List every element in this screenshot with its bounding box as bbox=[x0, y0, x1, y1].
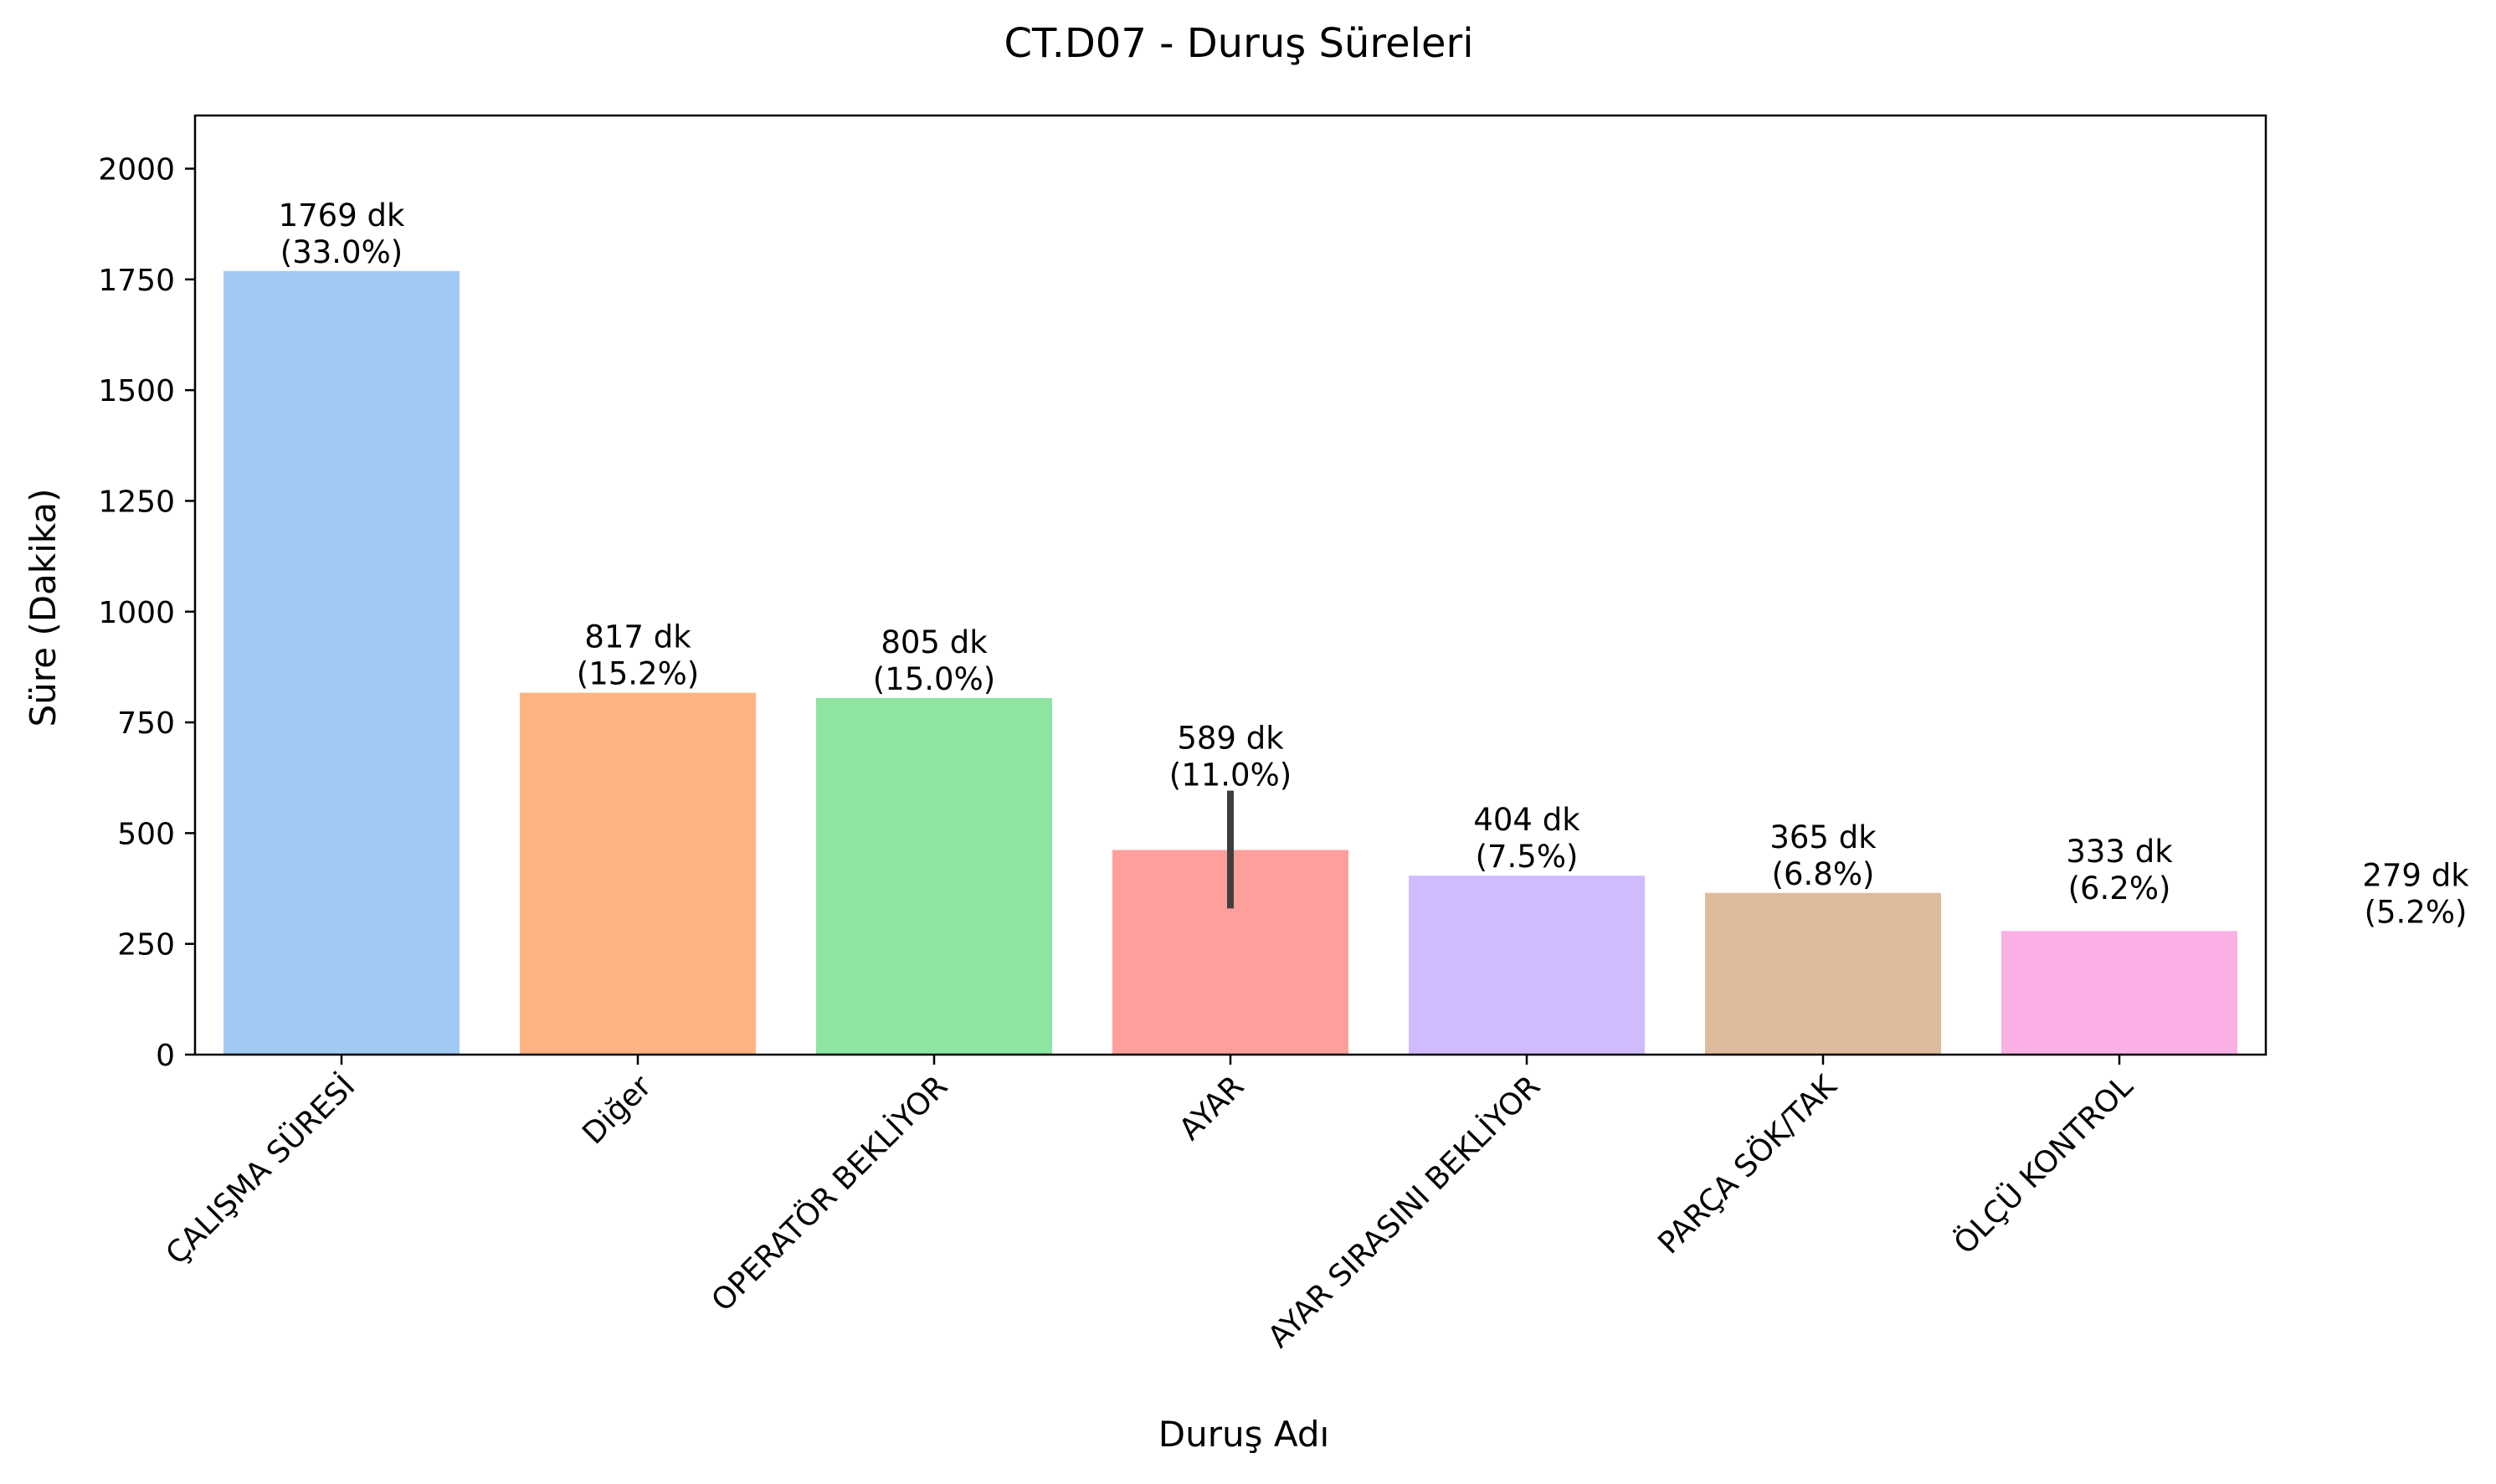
y-tick-label-1: 250 bbox=[117, 928, 175, 963]
y-tick-label-0: 0 bbox=[156, 1039, 175, 1073]
y-tick-label-2: 500 bbox=[117, 817, 175, 851]
annotation-value-2: 805 dk bbox=[881, 624, 988, 660]
annotation-value-5: 365 dk bbox=[1769, 819, 1877, 855]
annotation-percent-4: (7.5%) bbox=[1476, 839, 1579, 875]
bar-2 bbox=[816, 697, 1052, 1055]
annotation-percent-5: (6.8%) bbox=[1772, 856, 1875, 892]
y-axis-label: Süre (Dakika) bbox=[23, 489, 64, 727]
x-tick-label-6: ÖLÇÜ KONTROL bbox=[1947, 1069, 2139, 1261]
annotation-value-7: 279 dk bbox=[2362, 857, 2469, 893]
x-tick-label-3: AYAR bbox=[1173, 1069, 1251, 1147]
y-tick-label-5: 1250 bbox=[98, 485, 175, 519]
x-tick-label-0: ÇALIŞMA SÜRESİ bbox=[159, 1069, 362, 1271]
x-tick-label-2: OPERATÖR BEKLİYOR bbox=[705, 1069, 954, 1318]
annotation-value-3: 589 dk bbox=[1177, 720, 1284, 756]
y-tick-label-8: 2000 bbox=[98, 153, 175, 187]
bar-4 bbox=[1409, 876, 1645, 1055]
x-axis-label: Duruş Adı bbox=[1158, 1414, 1329, 1455]
annotation-percent-6: (6.2%) bbox=[2068, 870, 2171, 906]
bar-0 bbox=[223, 270, 460, 1055]
annotation-percent-0: (33.0%) bbox=[280, 234, 403, 270]
annotation-percent-7: (5.2%) bbox=[2365, 894, 2468, 930]
annotation-percent-1: (15.2%) bbox=[577, 656, 699, 692]
y-tick-label-6: 1500 bbox=[98, 374, 175, 408]
chart-title: CT.D07 - Duruş Süreleri bbox=[1004, 20, 1473, 67]
annotation-value-4: 404 dk bbox=[1473, 802, 1580, 838]
annotation-value-1: 817 dk bbox=[584, 619, 691, 655]
bar-1 bbox=[520, 692, 756, 1055]
annotation-value-6: 333 dk bbox=[2066, 834, 2173, 870]
x-tick-label-4: AYAR SIRASINI BEKLİYOR bbox=[1261, 1069, 1548, 1355]
bar-5 bbox=[1705, 892, 1941, 1055]
y-tick-label-7: 1750 bbox=[98, 264, 175, 298]
plot-area: 0 250 500 750 1000 1250 1500 1750 2000 ÇALIŞMA SÜ… bbox=[98, 114, 2469, 1355]
x-tick-label-1: Diğer bbox=[576, 1069, 658, 1151]
annotation-percent-3: (11.0%) bbox=[1169, 757, 1292, 793]
bar-6 bbox=[2001, 931, 2237, 1055]
y-tick-label-3: 750 bbox=[117, 706, 175, 741]
y-tick-label-4: 1000 bbox=[98, 596, 175, 630]
x-tick-label-5: PARÇA SÖK/TAK bbox=[1651, 1068, 1845, 1261]
annotation-percent-2: (15.0%) bbox=[873, 661, 995, 697]
annotation-value-0: 1769 dk bbox=[279, 198, 405, 234]
